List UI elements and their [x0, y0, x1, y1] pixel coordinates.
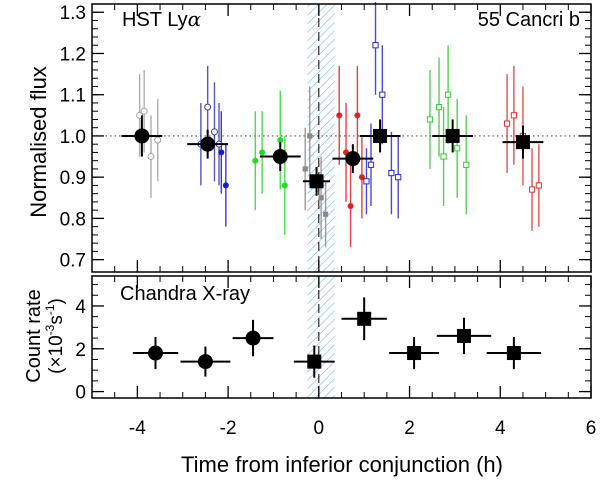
lya-point — [367, 161, 375, 168]
xray-y-label-line1: Count rate — [23, 289, 45, 382]
x-tick-label: -4 — [129, 418, 146, 439]
lya-point — [277, 137, 284, 144]
lya-binned-point — [515, 135, 530, 150]
lya-binned-point — [272, 149, 288, 165]
lya-point — [218, 149, 225, 156]
lya-point — [510, 112, 517, 119]
xray-binned-point — [148, 345, 164, 361]
lya-point — [354, 112, 361, 119]
lya-point — [323, 211, 329, 217]
x-tick-label: -2 — [220, 418, 237, 439]
lya-data-points — [121, 2, 544, 248]
lya-point — [259, 149, 266, 156]
lya-binned-point — [373, 128, 388, 143]
xray-y-axis-label: Count rate (×10-3s-1) — [23, 289, 67, 382]
xray-y-tick-label: 4 — [75, 297, 86, 318]
x-tick-label: 2 — [404, 418, 415, 439]
xray-data-points — [132, 297, 542, 378]
planet-label: 55 Cancri b — [478, 9, 580, 31]
xray-y-tick-label: 2 — [75, 340, 86, 361]
lya-point — [379, 91, 386, 98]
lya-point — [154, 136, 162, 144]
lya-point — [222, 182, 229, 189]
x-tick-label: 0 — [314, 418, 325, 439]
lya-point — [347, 203, 354, 210]
xray-binned-point — [245, 330, 261, 346]
lya-point — [363, 178, 370, 185]
lya-point — [147, 153, 155, 161]
lya-binned-point — [200, 136, 216, 152]
lya-point — [463, 161, 470, 168]
xray-axes: -4 -2 0 2 4 6 0 2 4 — [75, 275, 597, 439]
lya-point — [204, 103, 212, 111]
lya-point — [252, 157, 259, 164]
lya-y-tick-label: 1.2 — [60, 44, 86, 65]
lya-point — [336, 112, 343, 119]
lya-panel-title: HST Lyα — [122, 7, 202, 31]
xray-binned-point — [307, 354, 322, 369]
lya-y-tick-label: 1.1 — [60, 86, 86, 107]
xray-binned-point — [357, 311, 372, 326]
lya-y-tick-label: 1.3 — [60, 3, 86, 24]
lya-binned-point — [345, 151, 361, 167]
lya-point — [318, 195, 324, 201]
xray-y-tick-label: 0 — [75, 383, 86, 404]
lya-point — [535, 182, 542, 189]
xray-binned-point — [197, 354, 213, 370]
lya-point — [281, 182, 288, 189]
xray-binned-point — [456, 328, 471, 343]
lya-point — [388, 169, 395, 177]
lya-point — [302, 166, 308, 172]
x-tick-label: 6 — [586, 418, 597, 439]
lya-point — [435, 103, 443, 111]
lya-point — [440, 153, 447, 160]
lya-point — [426, 116, 434, 123]
alpha-symbol: α — [188, 7, 202, 31]
lya-point — [140, 107, 148, 115]
lya-point — [210, 128, 218, 136]
lya-binned-point — [309, 174, 324, 189]
lya-y-axis-label: Normalised flux — [26, 66, 51, 218]
x-tick-label: 4 — [495, 418, 506, 439]
xray-panel-title: Chandra X-ray — [120, 283, 250, 305]
lya-binned-point — [445, 128, 460, 143]
xray-binned-point — [506, 346, 521, 361]
lya-y-tick-label: 0.9 — [60, 168, 86, 189]
x-axis-label: Time from inferior conjunction (h) — [181, 452, 503, 477]
lya-point — [445, 91, 452, 98]
lya-point — [395, 174, 402, 181]
transit-window-bottom — [307, 276, 335, 398]
lya-point — [307, 133, 313, 139]
xray-y-label-line2: (×10-3s-1) — [43, 298, 67, 374]
lya-binned-point — [134, 128, 150, 144]
lya-y-tick-label: 0.7 — [60, 251, 86, 272]
lya-point — [372, 42, 379, 49]
lya-y-tick-label: 0.8 — [60, 209, 86, 230]
lya-point — [503, 120, 511, 127]
lya-point — [454, 145, 461, 152]
lya-axes: 0.7 0.8 0.9 1.0 1.1 1.2 1.3 — [60, 3, 592, 273]
lya-y-tick-label: 1.0 — [60, 127, 86, 148]
lya-point — [528, 186, 536, 193]
xray-binned-point — [407, 346, 422, 361]
